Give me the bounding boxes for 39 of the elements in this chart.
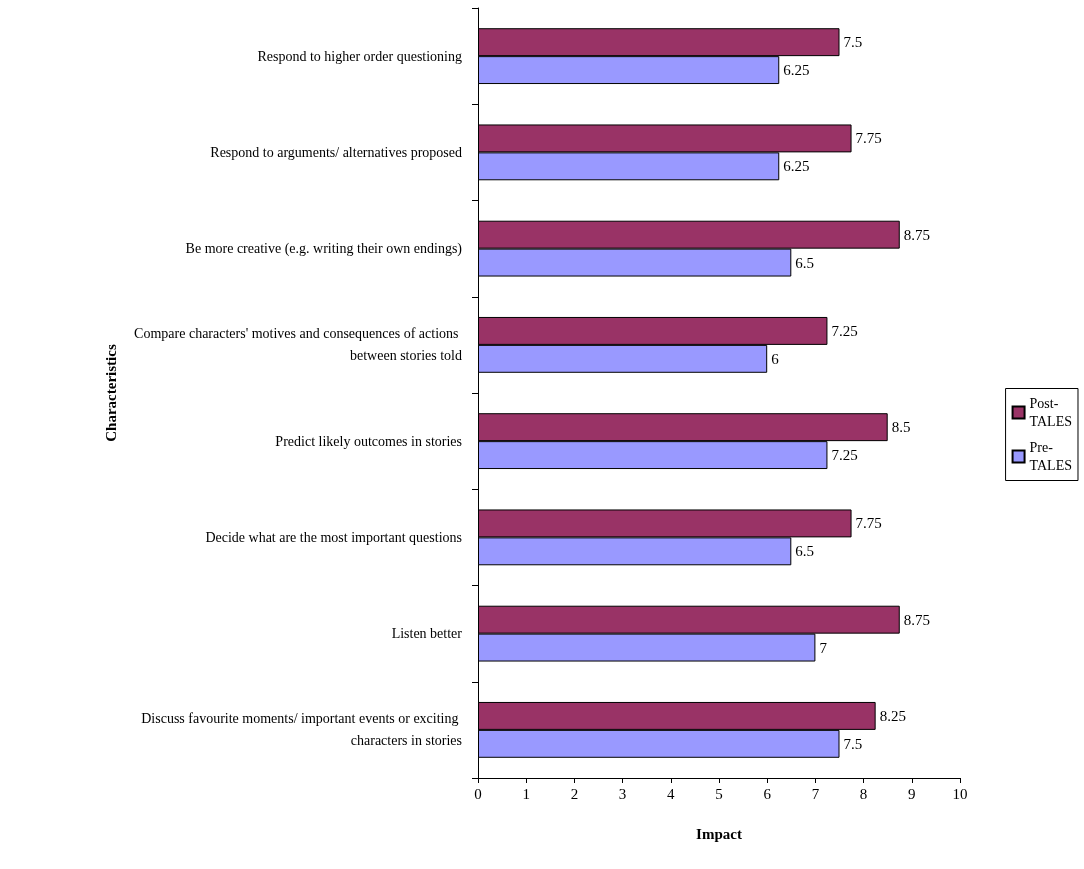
data-label: 6.5	[795, 543, 815, 560]
y-tick-label: Discuss favourite moments/ important events or exciting characters in stories	[141, 711, 462, 749]
legend-label: Post-TALES	[1029, 396, 1073, 429]
data-label: 6	[771, 350, 780, 367]
data-label: 6.5	[795, 254, 815, 271]
x-tick-label: 0	[474, 785, 482, 802]
data-label: 7.75	[855, 130, 882, 147]
data-label: 8.25	[879, 707, 906, 724]
x-tick-label: 6	[763, 785, 772, 802]
x-tick-label: 8	[859, 785, 868, 802]
x-tick-label: 2	[570, 785, 579, 802]
legend-label: Pre-TALES	[1029, 440, 1073, 473]
y-axis-title: Characteristics	[102, 344, 119, 442]
x-tick-label: 4	[667, 785, 676, 802]
x-tick-label: 1	[522, 785, 530, 802]
data-label: 8.5	[891, 419, 911, 436]
y-tick-label: Compare characters' motives and consequences of actions between stories told	[134, 326, 462, 364]
data-label: 7.75	[855, 515, 882, 532]
x-tick-label: 9	[908, 785, 916, 802]
y-tick-label: Decide what are the most important questions	[205, 529, 462, 545]
data-label: 7.5	[843, 34, 863, 51]
y-tick-label: Respond to arguments/ alternatives proposed	[210, 144, 462, 160]
data-label: 7.25	[831, 322, 858, 339]
data-label: 6.25	[783, 158, 810, 175]
data-label: 7.5	[843, 735, 863, 752]
y-tick-label: Predict likely outcomes in stories	[275, 433, 462, 449]
data-label: 6.25	[783, 62, 810, 79]
x-tick-label: 10	[952, 785, 968, 802]
x-tick-label: 5	[715, 785, 723, 802]
y-tick-label: Respond to higher order questioning	[257, 48, 462, 64]
data-label: 8.75	[903, 226, 930, 243]
x-tick-label: 7	[811, 785, 820, 802]
y-tick-label: Be more creative (e.g. writing their own endings)	[185, 241, 463, 258]
x-tick-label: 3	[618, 785, 627, 802]
data-label: 7.25	[831, 447, 858, 464]
data-label: 8.75	[903, 611, 930, 628]
data-label: 7	[819, 639, 828, 656]
x-axis-title: Impact	[696, 825, 742, 842]
y-tick-label: Listen better	[391, 626, 463, 642]
